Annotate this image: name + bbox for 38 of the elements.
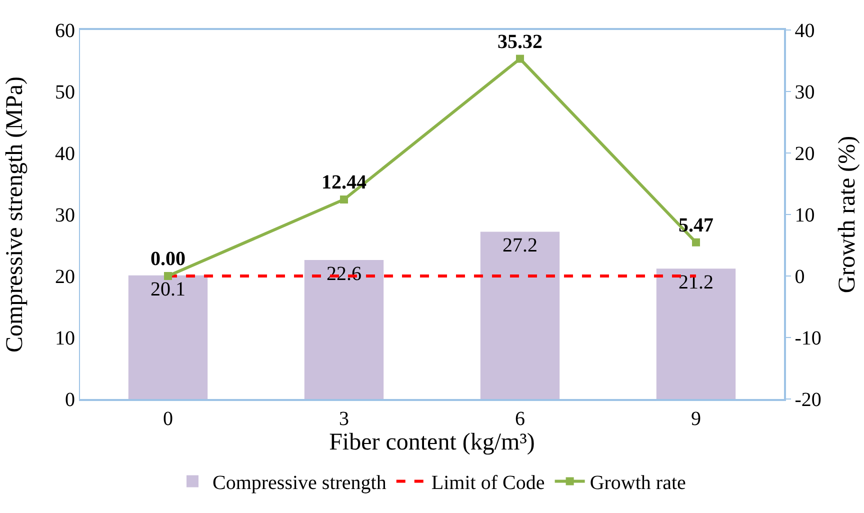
data-label: 12.44 bbox=[322, 171, 366, 194]
y2-tick-label: -10 bbox=[794, 328, 822, 350]
y2-tick-label: 30 bbox=[794, 82, 815, 104]
x-tick-label: 3 bbox=[339, 408, 349, 430]
x-tick-label: 9 bbox=[691, 408, 701, 430]
data-label: 5.47 bbox=[678, 214, 714, 236]
x-tick-label: 6 bbox=[515, 408, 525, 430]
x-axis-title: Fiber content (kg/m³) bbox=[329, 430, 535, 456]
data-label: 27.2 bbox=[502, 234, 538, 257]
y-tick-label: 0 bbox=[65, 389, 75, 411]
y2-tick-label: 20 bbox=[794, 143, 815, 165]
point bbox=[164, 272, 172, 280]
y2-axis-title: Growth rate (%) bbox=[834, 136, 860, 294]
y2-tick-label: -20 bbox=[794, 389, 822, 411]
y2-tick-label: 10 bbox=[794, 204, 815, 226]
legend-label: Limit of Code bbox=[431, 472, 545, 494]
y-tick-label: 40 bbox=[55, 143, 75, 165]
x-tick-label: 0 bbox=[163, 408, 173, 430]
bar bbox=[128, 275, 208, 399]
data-label: 20.1 bbox=[150, 278, 186, 300]
y-tick-label: 60 bbox=[55, 20, 75, 42]
y-tick-label: 50 bbox=[55, 82, 75, 104]
y-tick-label: 10 bbox=[55, 328, 75, 350]
point bbox=[516, 54, 524, 63]
bar bbox=[304, 260, 384, 399]
legend-label: Growth rate bbox=[590, 472, 686, 494]
y-tick-label: 30 bbox=[55, 204, 75, 226]
bar bbox=[480, 232, 560, 399]
y-tick-label: 20 bbox=[55, 266, 75, 288]
point bbox=[340, 195, 348, 204]
bar bbox=[656, 268, 736, 399]
legend-label: Compressive strength bbox=[212, 472, 386, 494]
point bbox=[692, 238, 700, 246]
y2-tick-label: 40 bbox=[794, 20, 815, 42]
y2-tick-label: 0 bbox=[794, 266, 805, 288]
data-label: 0.00 bbox=[150, 248, 186, 270]
y-axis-title: Compressive strength (MPa) bbox=[2, 76, 28, 352]
data-label: 35.32 bbox=[498, 30, 542, 53]
